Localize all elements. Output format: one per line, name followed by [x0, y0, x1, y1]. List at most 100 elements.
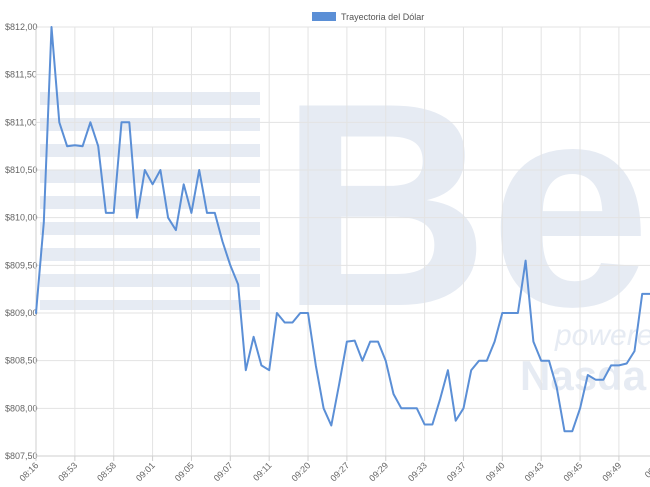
data-point[interactable] — [453, 418, 458, 423]
data-point[interactable] — [523, 258, 528, 263]
data-point[interactable] — [150, 182, 155, 187]
data-point[interactable] — [391, 392, 396, 397]
data-point[interactable] — [135, 215, 140, 220]
data-point[interactable] — [251, 334, 256, 339]
x-tick-label: 09:27 — [328, 460, 351, 483]
data-point[interactable] — [414, 406, 419, 411]
data-point[interactable] — [41, 220, 46, 225]
data-point[interactable] — [616, 363, 621, 368]
data-point[interactable] — [585, 372, 590, 377]
data-point[interactable] — [267, 368, 272, 373]
data-point[interactable] — [166, 215, 171, 220]
data-point[interactable] — [593, 377, 598, 382]
data-point[interactable] — [508, 311, 513, 316]
x-tick-label: 08:16 — [17, 460, 40, 483]
data-point[interactable] — [375, 339, 380, 344]
data-point[interactable] — [469, 368, 474, 373]
data-point[interactable] — [290, 320, 295, 325]
data-point[interactable] — [142, 168, 147, 173]
data-point[interactable] — [438, 396, 443, 401]
data-point[interactable] — [624, 361, 629, 366]
data-point[interactable] — [632, 349, 637, 354]
data-point[interactable] — [189, 210, 194, 215]
data-point[interactable] — [500, 311, 505, 316]
data-point[interactable] — [111, 210, 116, 215]
data-point[interactable] — [274, 311, 279, 316]
data-point[interactable] — [531, 339, 536, 344]
data-point[interactable] — [461, 406, 466, 411]
data-point[interactable] — [422, 422, 427, 427]
data-point[interactable] — [360, 358, 365, 363]
data-point[interactable] — [430, 422, 435, 427]
watermark-tagline: powered — [554, 319, 650, 352]
y-tick-label: $808,00 — [5, 403, 38, 413]
data-point[interactable] — [181, 182, 186, 187]
data-point[interactable] — [546, 358, 551, 363]
data-point[interactable] — [609, 363, 614, 368]
data-point[interactable] — [640, 291, 645, 296]
data-point[interactable] — [492, 339, 497, 344]
data-point[interactable] — [368, 339, 373, 344]
x-tick-label: 09:49 — [600, 460, 623, 483]
watermark-logo: Bec powered Nasda — [40, 43, 650, 399]
data-point[interactable] — [337, 382, 342, 387]
x-tick-label: 09:29 — [367, 460, 390, 483]
data-point[interactable] — [80, 144, 85, 149]
data-point[interactable] — [259, 363, 264, 368]
data-point[interactable] — [352, 338, 357, 343]
data-point[interactable] — [477, 358, 482, 363]
data-point[interactable] — [344, 339, 349, 344]
data-point[interactable] — [88, 120, 93, 125]
x-tick-label: 09:20 — [289, 460, 312, 483]
data-point[interactable] — [243, 368, 248, 373]
data-point[interactable] — [570, 429, 575, 434]
data-point[interactable] — [313, 363, 318, 368]
data-point[interactable] — [445, 368, 450, 373]
data-point[interactable] — [103, 210, 108, 215]
x-tick-label: 09:33 — [406, 460, 429, 483]
data-point[interactable] — [539, 358, 544, 363]
data-point[interactable] — [578, 406, 583, 411]
y-tick-label: $812,00 — [5, 22, 38, 32]
y-tick-label: $808,50 — [5, 356, 38, 366]
data-point[interactable] — [212, 210, 217, 215]
data-point[interactable] — [383, 358, 388, 363]
data-point[interactable] — [72, 143, 77, 148]
data-point[interactable] — [282, 320, 287, 325]
legend[interactable]: Trayectoria del Dólar — [312, 12, 424, 22]
data-point[interactable] — [407, 406, 412, 411]
legend-label[interactable]: Trayectoria del Dólar — [341, 12, 424, 22]
data-point[interactable] — [158, 168, 163, 173]
data-point[interactable] — [220, 239, 225, 244]
data-point[interactable] — [65, 144, 70, 149]
data-point[interactable] — [57, 120, 62, 125]
data-point[interactable] — [228, 263, 233, 268]
data-point[interactable] — [204, 210, 209, 215]
data-point[interactable] — [49, 25, 54, 30]
data-point[interactable] — [321, 406, 326, 411]
data-point[interactable] — [298, 311, 303, 316]
data-point[interactable] — [96, 144, 101, 149]
data-point[interactable] — [34, 311, 39, 316]
data-point[interactable] — [127, 120, 132, 125]
data-point[interactable] — [601, 377, 606, 382]
data-point[interactable] — [399, 406, 404, 411]
y-axis: $807,50 $808,00 $808,50 $809,00 $809,50 $810,… — [5, 22, 38, 461]
x-tick-label: 09:40 — [484, 460, 507, 483]
data-point[interactable] — [236, 282, 241, 287]
legend-swatch[interactable] — [312, 12, 336, 21]
data-point[interactable] — [554, 385, 559, 390]
x-tick-label: 09:01 — [134, 460, 157, 483]
x-tick-label: 09:11 — [251, 460, 274, 483]
data-point[interactable] — [515, 311, 520, 316]
data-point[interactable] — [562, 429, 567, 434]
data-point[interactable] — [484, 358, 489, 363]
data-point[interactable] — [329, 423, 334, 428]
x-tick-label: 08:58 — [95, 460, 118, 483]
data-point[interactable] — [119, 120, 124, 125]
data-point[interactable] — [306, 311, 311, 316]
y-tick-label: $811,00 — [5, 117, 37, 127]
data-point[interactable] — [173, 228, 178, 233]
data-point[interactable] — [197, 168, 202, 173]
